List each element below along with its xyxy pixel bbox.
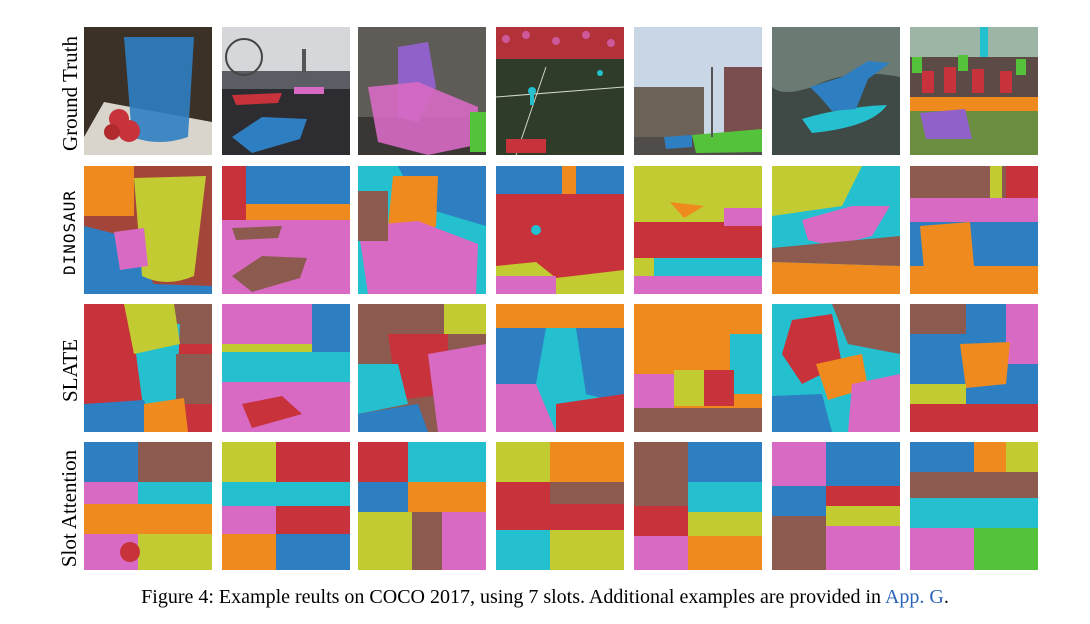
gt-panel-tennis — [496, 27, 624, 155]
caption-end: . — [943, 586, 949, 608]
dino-panel-tennis — [496, 166, 624, 294]
appendix-link[interactable]: App. G — [884, 586, 944, 608]
row-label-text: SLATE — [57, 338, 82, 402]
dino-panel-crowd — [910, 166, 1038, 294]
sa-panel-cup — [84, 442, 212, 570]
dino-panel-motorbike — [358, 166, 486, 294]
slate-panel-crowd — [910, 304, 1038, 432]
sa-panel-surfer — [772, 442, 900, 570]
gt-panel-street — [634, 27, 762, 155]
dino-panel-thames — [222, 166, 350, 294]
slate-panel-surfer — [772, 304, 900, 432]
dino-panel-street — [634, 166, 762, 294]
slate-panel-thames — [222, 304, 350, 432]
sa-panel-tennis — [496, 442, 624, 570]
sa-panel-motorbike — [358, 442, 486, 570]
figure-caption: Figure 4: Example reults on COCO 2017, u… — [0, 586, 1090, 609]
caption-text: Figure 4: Example reults on COCO 2017, u… — [141, 586, 885, 608]
slate-panel-cup — [84, 304, 212, 432]
row-label-text: DINOSAUR — [60, 189, 80, 275]
slate-panel-street — [634, 304, 762, 432]
gt-panel-thames — [222, 27, 350, 155]
dino-panel-cup — [84, 166, 212, 294]
gt-panel-crowd — [910, 27, 1038, 155]
sa-panel-thames — [222, 442, 350, 570]
row-label-text: Ground Truth — [57, 35, 82, 151]
gt-panel-motorbike — [358, 27, 486, 155]
gt-panel-cup — [84, 27, 212, 155]
slate-panel-tennis — [496, 304, 624, 432]
sa-panel-street — [634, 442, 762, 570]
gt-panel-surfer — [772, 27, 900, 155]
dino-panel-surfer — [772, 166, 900, 294]
sa-panel-crowd — [910, 442, 1038, 570]
slate-panel-motorbike — [358, 304, 486, 432]
row-label-text: Slot Attention — [57, 449, 82, 567]
